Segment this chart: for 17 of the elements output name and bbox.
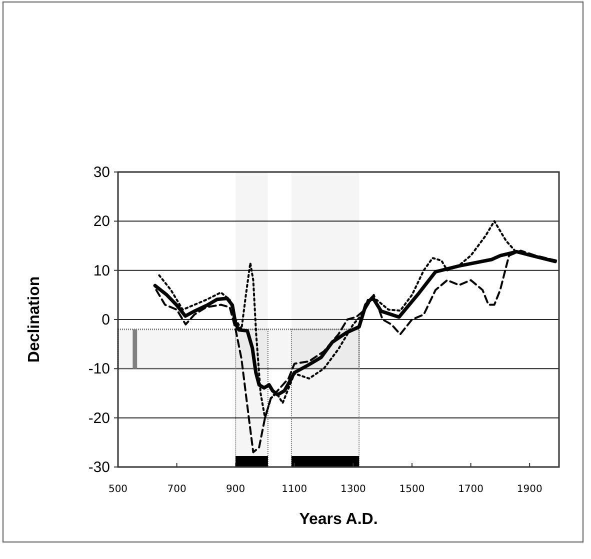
x-axis-title: Years A.D. xyxy=(299,511,378,528)
y-tick-label: 10 xyxy=(93,262,110,280)
y-tick-label: 0 xyxy=(102,312,110,328)
x-tick-label: 1700 xyxy=(458,484,484,495)
x-tick-label: 1100 xyxy=(282,484,308,495)
y-tick-label: -30 xyxy=(88,459,110,476)
y-tick-label: -10 xyxy=(88,360,110,378)
y-tick-label: -20 xyxy=(88,410,110,427)
x-tick-label: 700 xyxy=(167,484,186,495)
x-tick-label: 900 xyxy=(226,484,246,495)
y-tick-label: 20 xyxy=(93,213,110,230)
y-tick-label: 30 xyxy=(93,164,110,181)
x-tick-label: 1500 xyxy=(399,484,425,495)
x-tick-label: 500 xyxy=(108,484,128,495)
x-tick-label: 1900 xyxy=(516,484,542,495)
y-axis-title: Declination xyxy=(26,276,43,363)
x-tick-label: 1300 xyxy=(340,484,366,495)
